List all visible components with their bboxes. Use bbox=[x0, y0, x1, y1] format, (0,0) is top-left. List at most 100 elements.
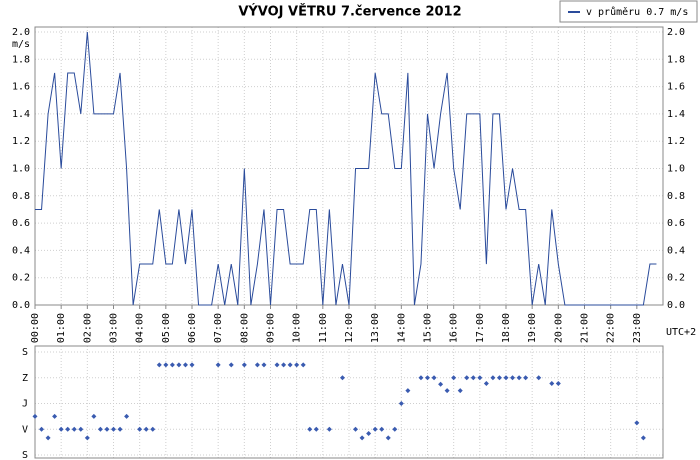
direction-point bbox=[438, 381, 444, 387]
direction-point bbox=[359, 435, 365, 441]
y-tick-label-right: 0.6 bbox=[667, 218, 685, 229]
direction-point bbox=[477, 375, 483, 381]
direction-point bbox=[555, 380, 561, 386]
direction-point bbox=[241, 362, 247, 368]
x-tick-label: 17:00 bbox=[475, 313, 486, 343]
direction-point bbox=[32, 413, 38, 419]
direction-point bbox=[137, 426, 143, 432]
x-tick-label: 19:00 bbox=[527, 313, 538, 343]
x-tick-label: 08:00 bbox=[239, 313, 250, 343]
direction-point bbox=[150, 426, 156, 432]
direction-point bbox=[163, 362, 169, 368]
direction-point bbox=[143, 426, 149, 432]
y-axis-label: m/s bbox=[12, 39, 30, 50]
direction-point bbox=[425, 375, 430, 381]
x-tick-label: 00:00 bbox=[30, 313, 41, 343]
direction-point bbox=[536, 375, 542, 381]
direction-point bbox=[124, 413, 130, 419]
y-tick-label: 0.0 bbox=[12, 300, 30, 311]
y-tick-label-right: 0.0 bbox=[667, 300, 685, 311]
direction-point bbox=[510, 375, 516, 381]
direction-point bbox=[84, 435, 90, 441]
direction-point bbox=[294, 362, 300, 368]
direction-point bbox=[261, 362, 267, 368]
direction-point bbox=[385, 435, 391, 441]
direction-point bbox=[287, 362, 293, 368]
direction-point bbox=[307, 426, 313, 432]
direction-point bbox=[313, 426, 319, 432]
y-tick-label: 1.4 bbox=[12, 109, 30, 120]
legend-box bbox=[559, 0, 698, 23]
y-tick-label-right: 0.4 bbox=[667, 245, 685, 256]
direction-point bbox=[516, 375, 522, 381]
direction-point bbox=[418, 375, 424, 381]
y-tick-label: J bbox=[22, 399, 28, 410]
y-tick-label: 2.0 bbox=[12, 27, 30, 38]
x-tick-label: 21:00 bbox=[580, 313, 591, 343]
direction-point bbox=[52, 413, 58, 419]
x-tick-label: 09:00 bbox=[266, 313, 277, 343]
y-tick-label-right: 1.0 bbox=[667, 164, 685, 175]
direction-point bbox=[398, 401, 404, 406]
y-tick-label: S bbox=[22, 450, 28, 460]
x-tick-label: 22:00 bbox=[606, 313, 617, 343]
direction-point bbox=[634, 420, 640, 426]
direction-point bbox=[45, 435, 51, 441]
direction-point bbox=[117, 426, 123, 432]
y-tick-label: 1.0 bbox=[12, 164, 30, 175]
direction-point bbox=[339, 375, 345, 381]
x-tick-label: 18:00 bbox=[501, 313, 512, 343]
direction-point bbox=[523, 375, 529, 381]
direction-point bbox=[379, 426, 385, 432]
y-tick-label-right: 1.4 bbox=[667, 109, 685, 120]
direction-point bbox=[78, 426, 84, 432]
x-tick-label: 01:00 bbox=[56, 313, 67, 343]
direction-point bbox=[65, 426, 71, 432]
direction-point bbox=[503, 375, 509, 381]
direction-point bbox=[169, 362, 175, 368]
direction-point bbox=[483, 380, 489, 386]
y-tick-label-right: 1.8 bbox=[667, 54, 685, 65]
y-tick-label: 0.6 bbox=[12, 218, 30, 229]
y-tick-label-right: 0.2 bbox=[667, 273, 685, 284]
direction-point bbox=[549, 380, 555, 386]
direction-point bbox=[372, 426, 378, 432]
direction-point bbox=[444, 388, 450, 394]
y-tick-label: V bbox=[22, 424, 28, 435]
legend-label: v průměru 0.7 m/s bbox=[586, 6, 688, 18]
y-tick-label: 0.2 bbox=[12, 273, 30, 284]
x-tick-label: 13:00 bbox=[370, 313, 381, 343]
y-tick-label: 1.6 bbox=[12, 82, 30, 93]
direction-point bbox=[58, 426, 64, 432]
x-tick-label: 04:00 bbox=[135, 313, 146, 343]
plot-frame bbox=[34, 345, 664, 459]
x-tick-label: 11:00 bbox=[318, 313, 329, 343]
direction-point bbox=[274, 362, 280, 368]
chart-title: VÝVOJ VĚTRU 7.července 2012 bbox=[238, 4, 461, 20]
direction-point bbox=[490, 375, 496, 381]
direction-point bbox=[189, 362, 195, 368]
direction-point bbox=[91, 413, 97, 419]
direction-point bbox=[104, 426, 110, 432]
direction-point bbox=[300, 362, 306, 368]
direction-point bbox=[228, 362, 234, 368]
direction-point bbox=[281, 362, 287, 368]
direction-point bbox=[640, 435, 646, 441]
x-tick-label: 23:00 bbox=[632, 313, 643, 343]
direction-point bbox=[71, 426, 77, 432]
direction-point bbox=[176, 362, 182, 368]
x-tick-label: 10:00 bbox=[292, 313, 303, 343]
direction-point bbox=[215, 362, 221, 368]
y-tick-label: S bbox=[22, 347, 28, 358]
y-tick-label: 1.8 bbox=[12, 54, 30, 65]
direction-point bbox=[470, 375, 476, 381]
direction-point bbox=[39, 426, 45, 432]
direction-point bbox=[451, 375, 457, 381]
direction-point bbox=[326, 426, 332, 432]
y-tick-label-right: 1.6 bbox=[667, 82, 685, 93]
x-tick-label: 15:00 bbox=[423, 313, 434, 343]
wind-line bbox=[35, 31, 657, 306]
y-tick-label: 1.2 bbox=[12, 136, 30, 147]
direction-point bbox=[431, 375, 437, 381]
y-tick-label-right: 0.8 bbox=[667, 191, 685, 202]
